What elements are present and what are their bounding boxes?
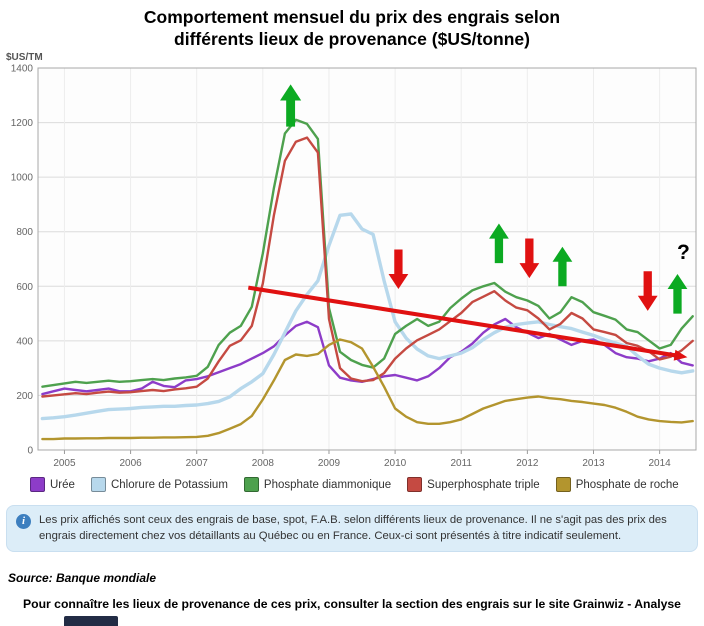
series-line-phosphate-diammonique <box>41 118 694 388</box>
x-tick-label: 2012 <box>516 458 539 469</box>
y-axis-unit-label: $US/TM <box>6 52 43 63</box>
x-tick-label: 2011 <box>450 458 472 469</box>
up-arrow-icon <box>280 84 302 127</box>
y-tick-label: 200 <box>16 391 33 402</box>
legend-item-uree: Urée <box>30 477 75 492</box>
down-arrow-icon <box>519 238 540 279</box>
info-icon: i <box>16 514 31 529</box>
legend-item-superphosphate-triple: Superphosphate triple <box>407 477 540 492</box>
y-tick-label: 800 <box>16 227 33 238</box>
x-tick-label: 2005 <box>53 458 76 469</box>
chart-legend: Urée Chlorure de Potassium Phosphate diamm… <box>30 477 702 492</box>
series-line-superphosphate-triple <box>41 136 694 398</box>
legend-swatch <box>30 477 45 492</box>
y-tick-label: 400 <box>16 336 33 347</box>
y-tick-label: 1000 <box>11 173 34 184</box>
up-arrow-icon <box>552 246 573 287</box>
chart-title-line1: Comportement mensuel du prix des engrais… <box>143 7 561 27</box>
y-tick-label: 1200 <box>11 118 34 129</box>
chart-title-line2: différents lieux de provenance ($US/tonn… <box>174 29 530 50</box>
legend-swatch <box>243 477 259 492</box>
series-line-phosphate-de-roche <box>41 338 694 441</box>
question-mark-annotation: ? <box>677 241 690 264</box>
legend-swatch <box>555 477 571 492</box>
legend-item-phosphate-diammonique: Phosphate diammonique <box>243 477 392 492</box>
plot-area <box>38 68 696 450</box>
trend-line-arrowhead <box>673 349 688 361</box>
legend-item-chlorure-de-potassium: Chlorure de Potassium <box>90 477 228 492</box>
up-arrow-icon <box>667 274 688 314</box>
legend-item-phosphate-de-roche: Phosphate de roche <box>555 477 679 492</box>
info-text: Les prix affichés sont ceux des engrais … <box>39 514 667 543</box>
y-tick-label: 1400 <box>11 64 34 75</box>
trend-line <box>247 285 680 358</box>
up-arrow-icon <box>489 223 509 264</box>
legend-swatch <box>407 477 423 492</box>
x-tick-label: 2008 <box>252 458 275 469</box>
x-tick-label: 2009 <box>318 458 341 469</box>
down-arrow-icon <box>637 271 658 311</box>
source-note: Source: Banque mondiale <box>8 571 157 585</box>
series-line-chlorure-de-potassium <box>40 212 695 421</box>
legend-label: Phosphate de roche <box>575 478 679 491</box>
legend-swatch <box>90 477 106 492</box>
legend-label: Urée <box>50 478 75 491</box>
footer-note: Pour connaître les lieux de provenance d… <box>23 597 681 611</box>
y-tick-label: 600 <box>16 282 33 293</box>
price-chart: 0 200 400 600 800 1000 1200 1400 2005 2006 2007 200… <box>6 52 697 469</box>
plot-border <box>37 67 697 451</box>
x-tick-label: 2010 <box>384 458 407 469</box>
x-tick-label: 2013 <box>582 458 605 469</box>
y-tick-label: 0 <box>27 446 33 457</box>
chart-title: Comportement mensuel du prix des engrais… <box>0 6 704 51</box>
info-box: i Les prix affichés sont ceux des engrais… <box>6 505 698 552</box>
legend-label: Chlorure de Potassium <box>110 478 228 491</box>
cutoff-element <box>64 616 118 626</box>
legend-label: Phosphate diammonique <box>263 478 392 491</box>
x-tick-label: 2006 <box>119 458 142 469</box>
x-tick-label: 2014 <box>649 458 672 469</box>
x-tick-label: 2007 <box>186 458 209 469</box>
down-arrow-icon <box>388 249 409 290</box>
legend-label: Superphosphate triple <box>427 478 540 491</box>
